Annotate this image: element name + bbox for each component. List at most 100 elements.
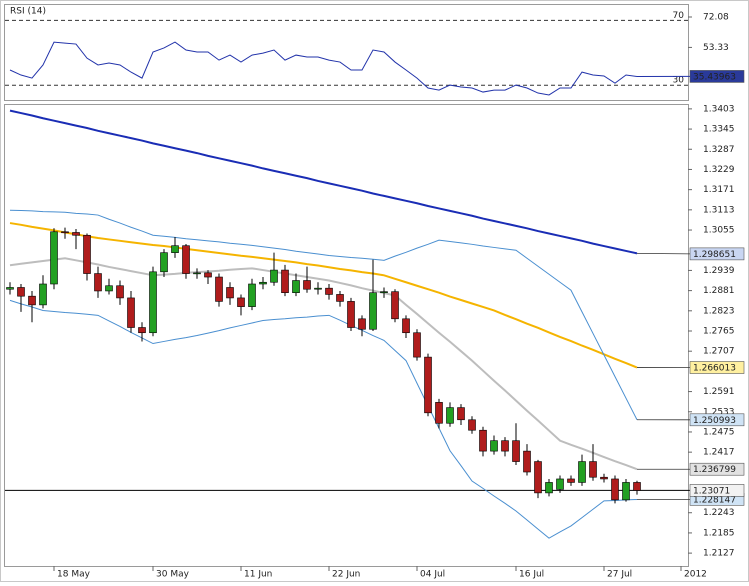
candle-body <box>480 430 487 451</box>
y-tick-label: 53.33 <box>703 43 729 53</box>
y-tick-label: 1.2881 <box>703 286 735 296</box>
candle-body <box>348 301 355 327</box>
candle-body <box>249 284 256 307</box>
candle-body <box>392 292 399 319</box>
candle-body <box>227 287 234 297</box>
candle-body <box>381 292 388 293</box>
candle-body <box>117 286 124 298</box>
value-badge-label: 1.266013 <box>693 364 736 374</box>
x-tick-label: 22 Jun <box>332 570 360 580</box>
candle-body <box>590 462 597 478</box>
candle-body <box>513 441 520 462</box>
y-tick-label: 1.3113 <box>703 205 735 215</box>
y-tick-label: 1.2591 <box>703 387 735 397</box>
candle-body <box>524 451 531 472</box>
candle-body <box>282 270 289 293</box>
y-tick-label: 1.2185 <box>703 528 735 538</box>
candle-body <box>238 298 245 307</box>
candle-body <box>491 441 498 451</box>
y-tick-label: 1.3055 <box>703 226 735 236</box>
y-tick-label: 72.08 <box>703 13 729 23</box>
candle-body <box>106 286 113 291</box>
y-tick-label: 1.3287 <box>703 145 735 155</box>
candle-body <box>315 288 322 289</box>
y-tick-label: 1.2765 <box>703 326 735 336</box>
x-tick-label: 18 May <box>57 570 91 580</box>
candle-body <box>447 408 454 424</box>
candle-body <box>304 281 311 290</box>
candle-body <box>194 273 201 274</box>
y-tick-label: 1.2417 <box>703 448 735 458</box>
candle-body <box>370 293 377 330</box>
candle-body <box>95 274 102 291</box>
rsi-panel <box>5 5 689 101</box>
candle-body <box>601 477 608 479</box>
y-tick-label: 1.3403 <box>703 104 735 114</box>
candle-body <box>326 288 333 294</box>
candle-body <box>18 287 25 296</box>
x-tick-label: 27 Jul <box>607 570 632 580</box>
indicator-leader <box>637 253 690 254</box>
x-tick-label: 11 Jun <box>244 570 272 580</box>
value-badge-label: 35.43963 <box>693 72 736 82</box>
candle-body <box>579 462 586 483</box>
candle-body <box>458 408 465 420</box>
y-tick-label: 1.2707 <box>703 347 735 357</box>
candle-body <box>623 482 630 499</box>
value-badge-label: 1.250993 <box>693 416 736 426</box>
candle-body <box>546 482 553 492</box>
candle-body <box>172 246 179 253</box>
candle-body <box>62 232 69 233</box>
candle-body <box>436 402 443 423</box>
y-tick-label: 1.2939 <box>703 266 735 276</box>
candle-body <box>216 277 223 301</box>
candle-body <box>359 319 366 329</box>
rsi-title: RSI (14) <box>10 7 46 17</box>
candle-body <box>161 253 168 272</box>
value-badge-label: 1.23071 <box>693 486 730 496</box>
candle-body <box>260 282 267 284</box>
candle-body <box>403 319 410 333</box>
candle-body <box>557 479 564 489</box>
candle-body <box>425 357 432 413</box>
price-panel <box>5 105 689 567</box>
candle-body <box>128 298 135 328</box>
candle-body <box>150 272 157 333</box>
x-tick-label: 04 Jul <box>420 570 445 580</box>
y-tick-label: 1.3345 <box>703 125 735 135</box>
y-tick-label: 1.2127 <box>703 549 735 559</box>
x-tick-label: 16 Jul <box>519 570 544 580</box>
x-tick-label: 2012 <box>684 570 707 580</box>
candle-body <box>7 287 14 289</box>
candle-body <box>469 420 476 430</box>
candle-body <box>205 273 212 277</box>
x-tick-label: 30 May <box>156 570 190 580</box>
y-tick-label: 1.3171 <box>703 185 735 195</box>
value-badge-label: 1.228147 <box>693 495 736 505</box>
candle-body <box>183 246 190 274</box>
candle-body <box>634 482 641 490</box>
candle-body <box>502 441 509 451</box>
candle-body <box>337 294 344 301</box>
candle-body <box>414 333 421 357</box>
candle-body <box>568 479 575 482</box>
candle-body <box>293 281 300 293</box>
candle-body <box>612 479 619 500</box>
level-label: 30 <box>673 76 685 86</box>
y-tick-label: 1.2475 <box>703 427 735 437</box>
candle-body <box>535 462 542 493</box>
y-tick-label: 1.2823 <box>703 306 735 316</box>
y-tick-label: 1.2243 <box>703 508 735 518</box>
value-badge-label: 1.236799 <box>693 465 736 475</box>
candle-body <box>40 284 47 305</box>
level-label: 70 <box>673 11 685 21</box>
candle-body <box>51 232 58 284</box>
candle-body <box>73 232 80 235</box>
candle-body <box>271 270 278 282</box>
candle-body <box>84 235 91 273</box>
y-tick-label: 1.3229 <box>703 165 735 175</box>
value-badge-label: 1.298651 <box>693 250 736 260</box>
candle-body <box>139 328 146 333</box>
